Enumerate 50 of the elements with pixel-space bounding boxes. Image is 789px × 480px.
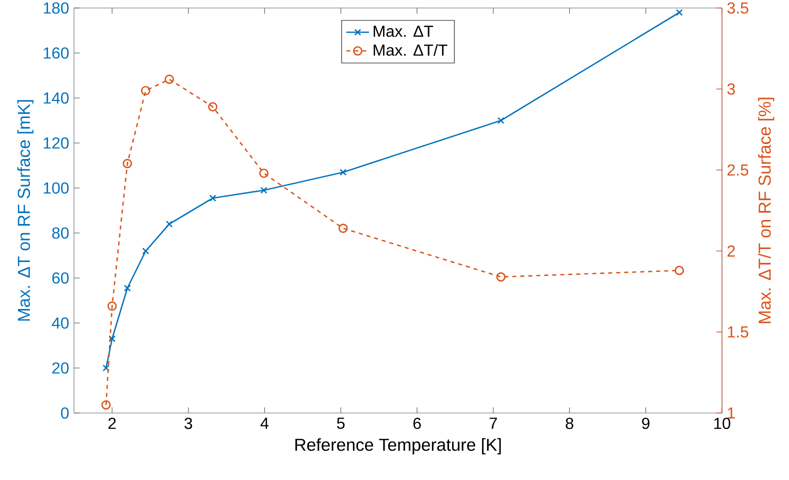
point	[122, 158, 132, 168]
y-tick-label: 160	[44, 47, 69, 59]
point	[497, 117, 504, 124]
y-tick-label: 0	[61, 407, 69, 419]
point	[338, 224, 348, 233]
y-tick-label: 40	[52, 317, 69, 329]
x-tick-label: 5	[337, 418, 345, 429]
y2-tick-label: 1.5	[728, 326, 748, 338]
x-tick-label: 8	[566, 418, 574, 430]
point	[209, 194, 216, 202]
point	[108, 335, 116, 342]
y2-axis-title: Max. ΔT/T on RF Surface [%]	[758, 98, 774, 324]
point	[260, 186, 268, 194]
x-tick-label: 6	[413, 418, 421, 430]
y-tick-label: 20	[52, 362, 69, 374]
y-axis-title: Max. ΔT on RF Surface [mK]	[17, 100, 34, 321]
point	[166, 220, 173, 228]
point	[340, 168, 347, 176]
point	[496, 272, 506, 282]
x-tick-label: 4	[260, 418, 269, 429]
point	[259, 168, 268, 178]
y2-tick-label: 1	[728, 408, 735, 419]
y2-tick-label: 3.5	[727, 2, 748, 14]
y-tick-label: 120	[44, 137, 69, 149]
y-tick-label: 100	[44, 182, 69, 194]
point	[107, 301, 117, 311]
point	[164, 74, 174, 84]
y2-tick-label: 2	[728, 245, 735, 257]
point	[208, 102, 218, 112]
y-tick-label: 80	[52, 227, 69, 239]
legend-label: Max. ΔT	[374, 26, 434, 37]
x-axis-title: Reference Temperature [K]	[295, 438, 501, 454]
y-tick-label: 140	[44, 92, 69, 104]
point	[124, 284, 131, 292]
x-tick-label: 2	[108, 418, 116, 429]
point	[101, 400, 111, 410]
point	[676, 9, 683, 16]
point	[142, 248, 150, 254]
y-tick-label: 60	[52, 272, 69, 284]
x-tick-label: 3	[184, 418, 192, 430]
point	[102, 364, 110, 372]
x-tick-label: 10	[714, 418, 730, 430]
legend-label: Max. ΔT/T	[374, 44, 448, 56]
y2-tick-label: 2.5	[728, 164, 748, 176]
y2-tick-label: 3	[727, 83, 735, 95]
x-tick-label: 9	[642, 418, 650, 430]
point	[674, 266, 684, 276]
point	[141, 86, 150, 96]
y-tick-label: 180	[44, 2, 69, 14]
x-tick-label: 7	[490, 418, 497, 429]
